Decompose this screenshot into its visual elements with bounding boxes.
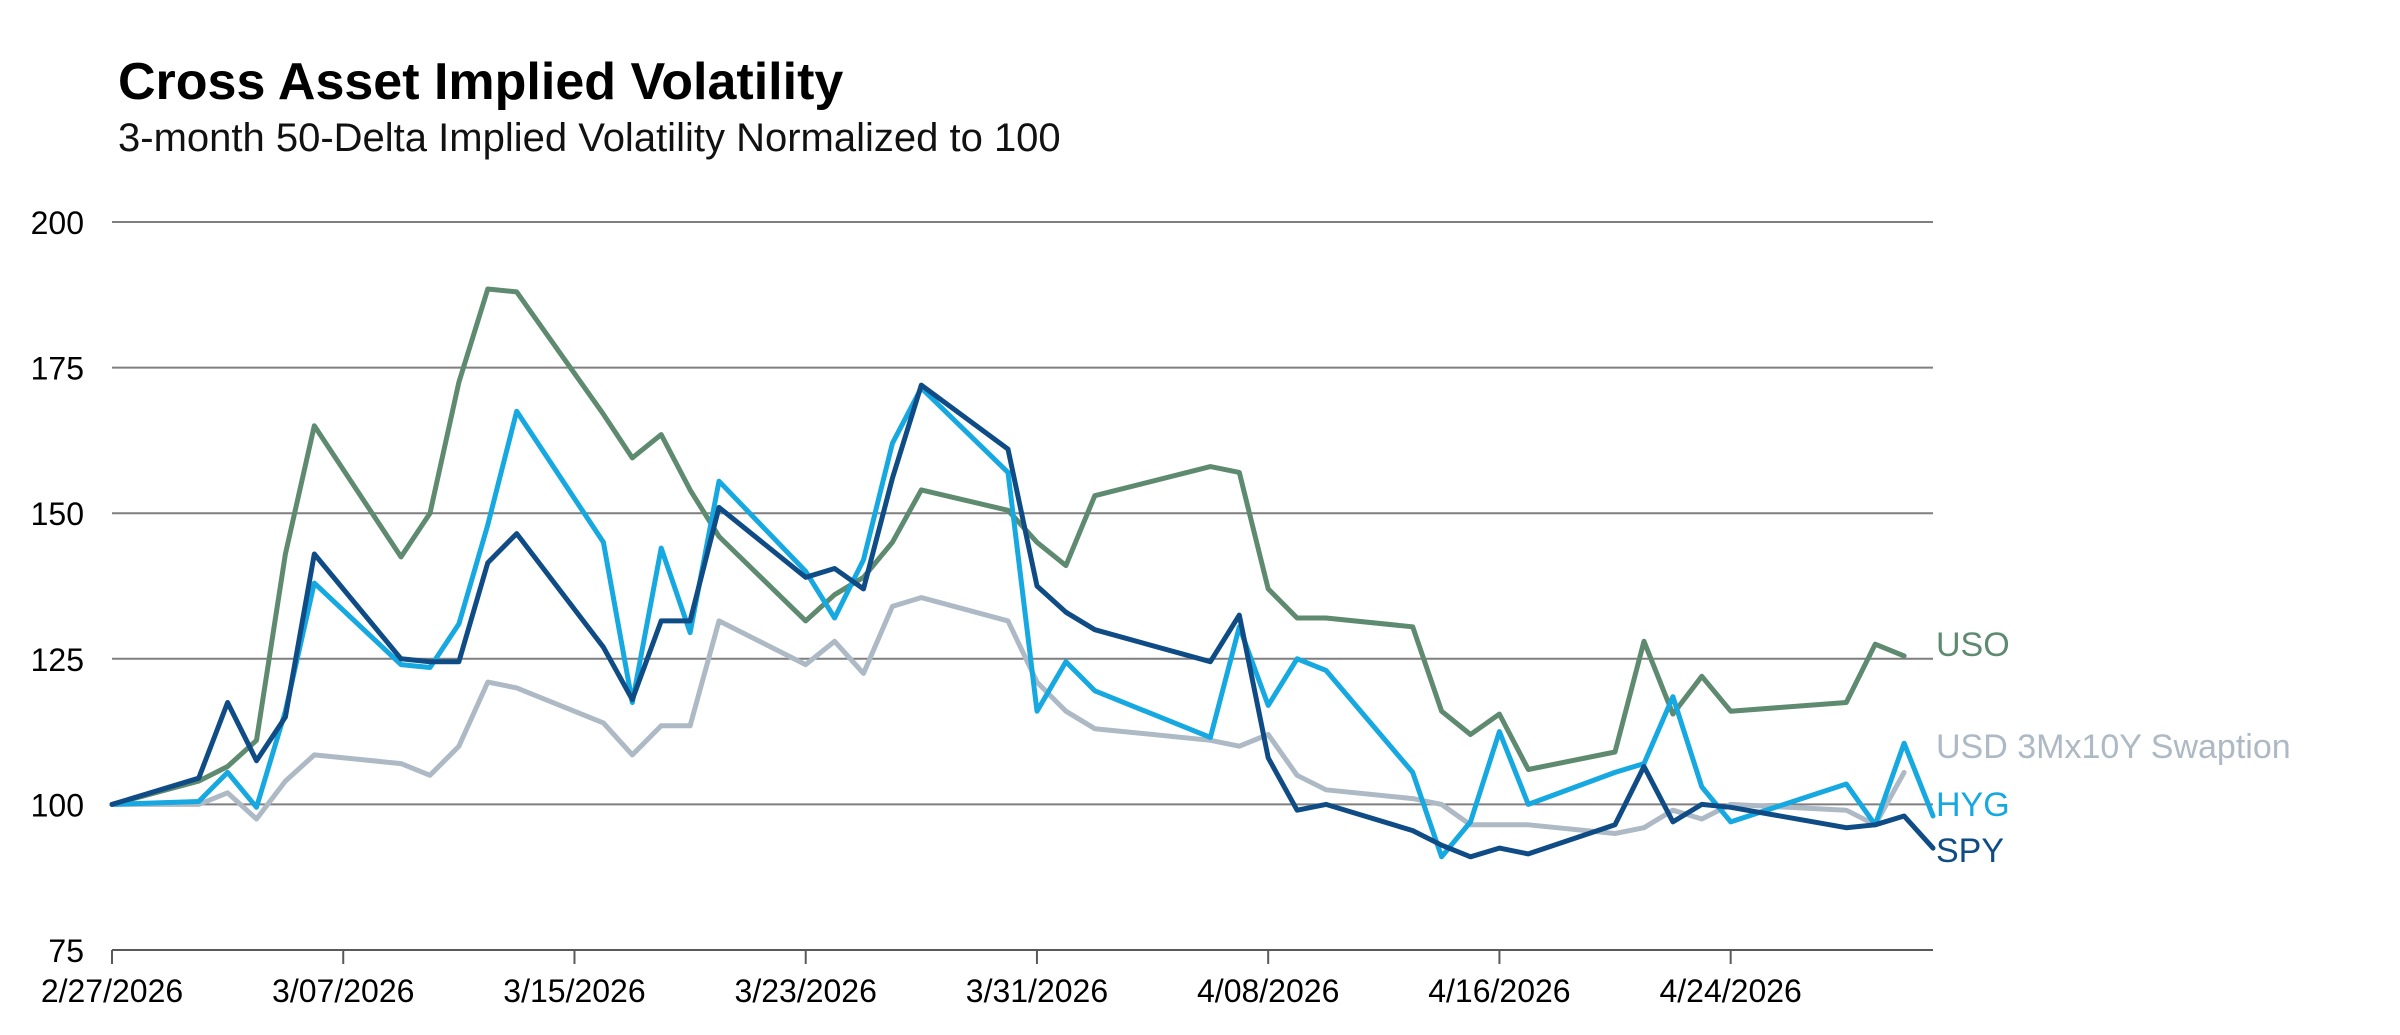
x-tick-label: 2/27/2026 bbox=[41, 973, 183, 1009]
series-line-hyg bbox=[109, 385, 1936, 860]
series-label: USD 3Mx10Y Swaption bbox=[1936, 728, 2291, 766]
x-tick-label: 3/07/2026 bbox=[272, 973, 414, 1009]
chart-title: Cross Asset Implied Volatility bbox=[118, 53, 844, 111]
series-label: HYG bbox=[1936, 786, 2010, 824]
y-tick-label: 75 bbox=[48, 933, 84, 969]
y-tick-labels: 75 100 125 150 175 200 bbox=[31, 205, 84, 969]
x-tick-label: 4/08/2026 bbox=[1197, 973, 1339, 1009]
y-tick-label: 150 bbox=[31, 496, 84, 532]
series-label: SPY bbox=[1936, 832, 2004, 870]
y-tick-label: 175 bbox=[31, 351, 84, 387]
series-lines bbox=[109, 286, 1936, 860]
x-tick-label: 3/15/2026 bbox=[503, 973, 645, 1009]
chart-subtitle: 3-month 50-Delta Implied Volatility Norm… bbox=[118, 116, 1061, 160]
series-line-uso bbox=[109, 286, 1907, 807]
x-tick-label: 3/31/2026 bbox=[966, 973, 1108, 1009]
inline-legend: USO USD 3Mx10Y Swaption HYG SPY bbox=[1936, 626, 2291, 870]
y-tick-label: 125 bbox=[31, 642, 84, 678]
x-tick-label: 4/24/2026 bbox=[1659, 973, 1801, 1009]
x-tick-label: 3/23/2026 bbox=[735, 973, 877, 1009]
series-line-spy bbox=[109, 382, 1936, 860]
series-label: USO bbox=[1936, 626, 2010, 664]
y-tick-label: 100 bbox=[31, 787, 84, 823]
x-axis: 2/27/2026 3/07/2026 3/15/2026 3/23/2026 3/31… bbox=[41, 949, 1933, 1009]
series-line-usd-3mx10y-swaption bbox=[109, 595, 1907, 836]
x-tick-label: 4/16/2026 bbox=[1428, 973, 1570, 1009]
y-tick-label: 200 bbox=[31, 205, 84, 241]
